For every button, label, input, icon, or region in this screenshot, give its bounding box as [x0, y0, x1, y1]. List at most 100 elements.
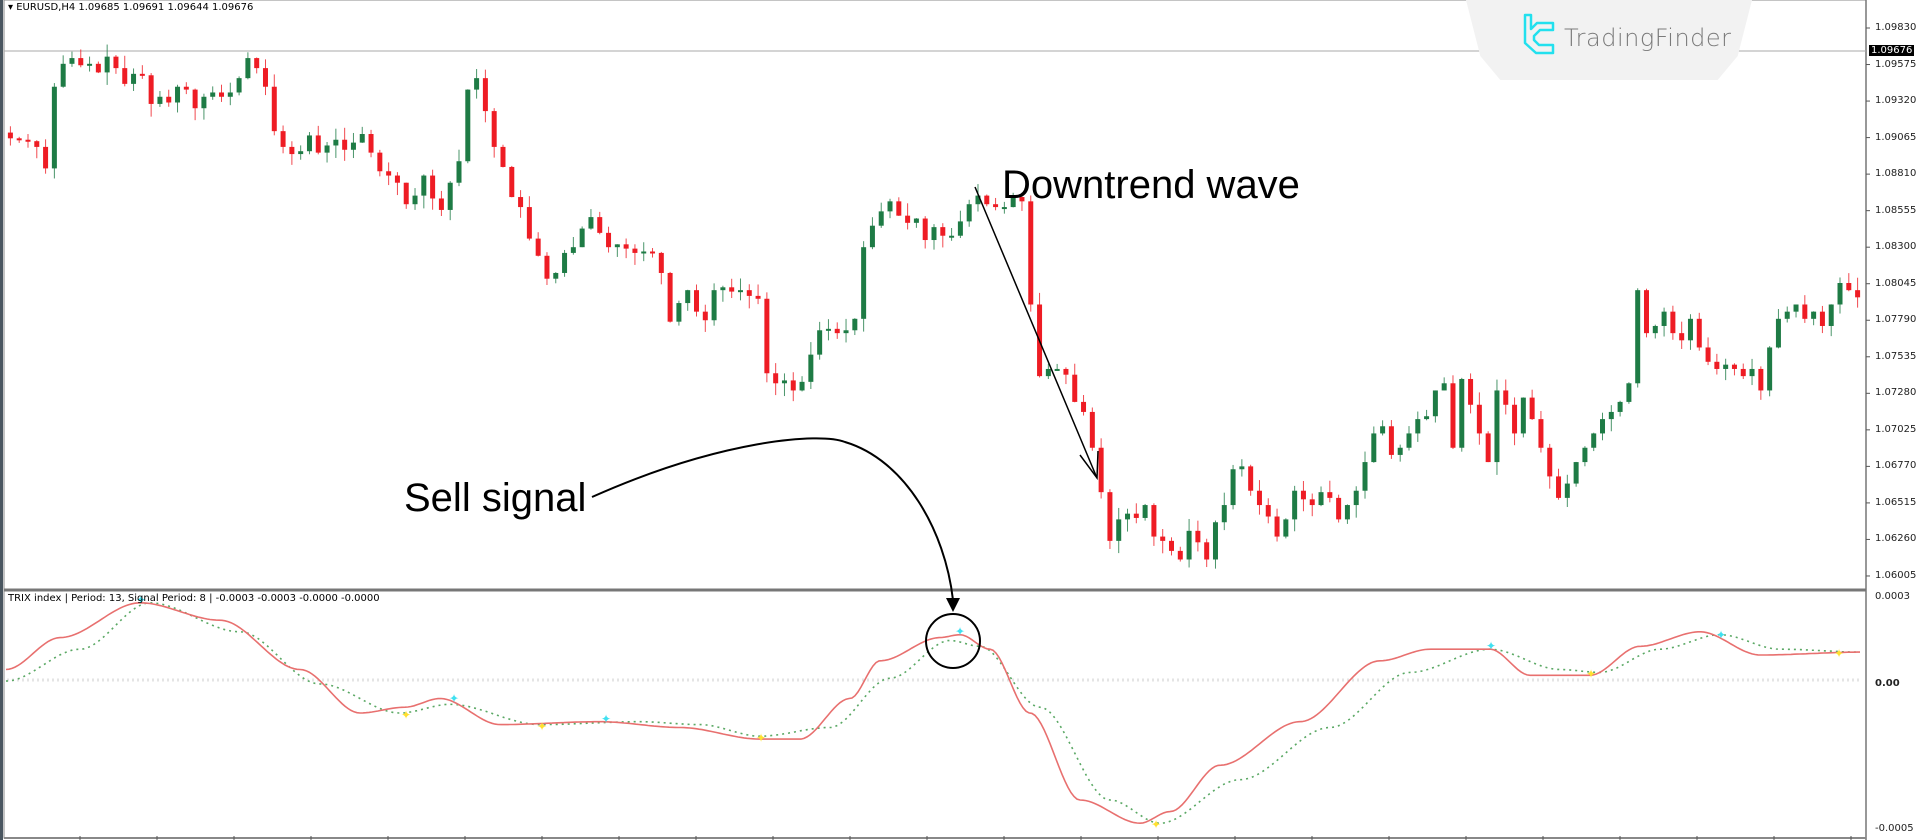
- bull-candle: [1635, 290, 1641, 384]
- bear-candle: [729, 287, 735, 292]
- bear-candle: [1336, 497, 1342, 520]
- bear-candle: [280, 131, 286, 147]
- bear-candle: [1265, 505, 1271, 517]
- bull-candle: [887, 201, 893, 212]
- bear-candle: [25, 139, 31, 142]
- arrow-head-icon: [1079, 450, 1099, 481]
- bear-candle: [1274, 516, 1280, 537]
- bear-candle: [650, 251, 656, 254]
- bull-candle: [1441, 383, 1447, 391]
- bull-candle: [1362, 462, 1368, 491]
- bear-candle: [271, 86, 277, 132]
- buy-marker-icon: ✦: [401, 708, 411, 722]
- bull-candle: [570, 247, 576, 253]
- bull-candle: [1397, 447, 1403, 455]
- bear-candle: [1063, 368, 1069, 375]
- bear-candle: [1529, 397, 1535, 420]
- bear-candle: [1388, 426, 1394, 455]
- bull-candle: [861, 247, 867, 319]
- trix-line: [5, 601, 1860, 825]
- bull-candle: [1749, 368, 1755, 377]
- bull-candle: [685, 290, 691, 304]
- price-axis-label: 1.08300: [1875, 241, 1917, 253]
- bull-candle: [1600, 419, 1606, 434]
- bull-candle: [1811, 311, 1817, 319]
- bull-candle: [1125, 513, 1131, 520]
- tradingfinder-logo: TradingFinder: [1466, 0, 1752, 80]
- bull-candle: [1230, 469, 1236, 506]
- bear-candle: [632, 248, 638, 253]
- sell-marker-icon: ✦: [955, 625, 965, 639]
- indicator-axis-label: -0.0005: [1875, 823, 1914, 834]
- bear-candle: [95, 63, 101, 73]
- bear-candle: [623, 244, 629, 249]
- bear-candle: [403, 182, 409, 205]
- sell-marker-icon: ✦: [1486, 639, 1496, 653]
- price-axis-label: 1.06515: [1875, 496, 1917, 508]
- bear-candle: [1855, 290, 1861, 298]
- bear-candle: [254, 58, 260, 69]
- buy-marker-icon: ✦: [756, 731, 766, 745]
- price-axis-label: 1.09575: [1875, 58, 1917, 70]
- tradingfinder-logo-icon: [1523, 13, 1555, 55]
- bull-candle: [641, 251, 647, 254]
- bear-candle: [1643, 290, 1649, 334]
- bear-candle: [1705, 347, 1711, 362]
- bear-candle: [658, 252, 664, 273]
- bull-candle: [1775, 318, 1781, 348]
- bull-candle: [843, 330, 849, 334]
- bull-candle: [949, 235, 955, 238]
- sell-marker-icon: ✦: [1716, 628, 1726, 642]
- bull-candle: [1793, 304, 1799, 312]
- bear-candle: [1160, 536, 1166, 541]
- bear-candle: [16, 138, 22, 141]
- bull-candle: [975, 195, 981, 205]
- bull-candle: [1045, 368, 1051, 377]
- bull-candle: [1608, 411, 1614, 420]
- bear-candle: [1547, 447, 1553, 477]
- bull-candle: [1459, 378, 1465, 448]
- price-axis-label: 1.06260: [1875, 533, 1917, 545]
- bull-candle: [69, 58, 75, 64]
- bear-candle: [166, 96, 172, 103]
- bear-candle: [1204, 542, 1210, 560]
- bear-candle: [1503, 390, 1509, 405]
- bull-candle: [878, 211, 884, 226]
- bull-candle: [1723, 364, 1729, 369]
- bear-candle: [1696, 318, 1702, 348]
- symbol-header: ▾ EURUSD,H4 1.09685 1.09691 1.09644 1.09…: [8, 2, 254, 13]
- bull-candle: [1380, 426, 1386, 434]
- bull-candle: [1054, 368, 1060, 371]
- bear-candle: [905, 215, 911, 223]
- bear-candle: [148, 75, 154, 104]
- bear-candle: [219, 92, 225, 97]
- bull-candle: [817, 330, 823, 355]
- bull-candle: [1001, 207, 1007, 210]
- bear-candle: [113, 56, 119, 69]
- sell-marker-icon: ✦: [136, 593, 146, 607]
- bear-candle: [139, 73, 145, 76]
- bull-candle: [1520, 397, 1526, 434]
- current-price-label: 1.09676: [1869, 45, 1915, 56]
- bull-candle: [157, 96, 163, 104]
- price-axis-label: 1.06770: [1875, 460, 1917, 472]
- bull-candle: [711, 290, 717, 321]
- bull-candle: [227, 92, 233, 97]
- bull-candle: [1661, 311, 1667, 326]
- indicator-header: TRIX index | Period: 13, Signal Period: …: [8, 593, 380, 604]
- bull-candle: [474, 78, 480, 90]
- bear-candle: [1538, 419, 1544, 448]
- bull-candle: [1828, 304, 1834, 326]
- bear-candle: [1309, 499, 1315, 506]
- bull-candle: [1767, 347, 1773, 391]
- bear-candle: [1468, 378, 1474, 405]
- bull-candle: [1283, 519, 1289, 537]
- bear-candle: [1107, 492, 1113, 541]
- bull-candle: [210, 92, 216, 97]
- buy-marker-icon: ✦: [1151, 818, 1161, 832]
- bear-candle: [438, 198, 444, 210]
- bull-candle: [799, 381, 805, 391]
- logo-text: TradingFinder: [1564, 24, 1732, 52]
